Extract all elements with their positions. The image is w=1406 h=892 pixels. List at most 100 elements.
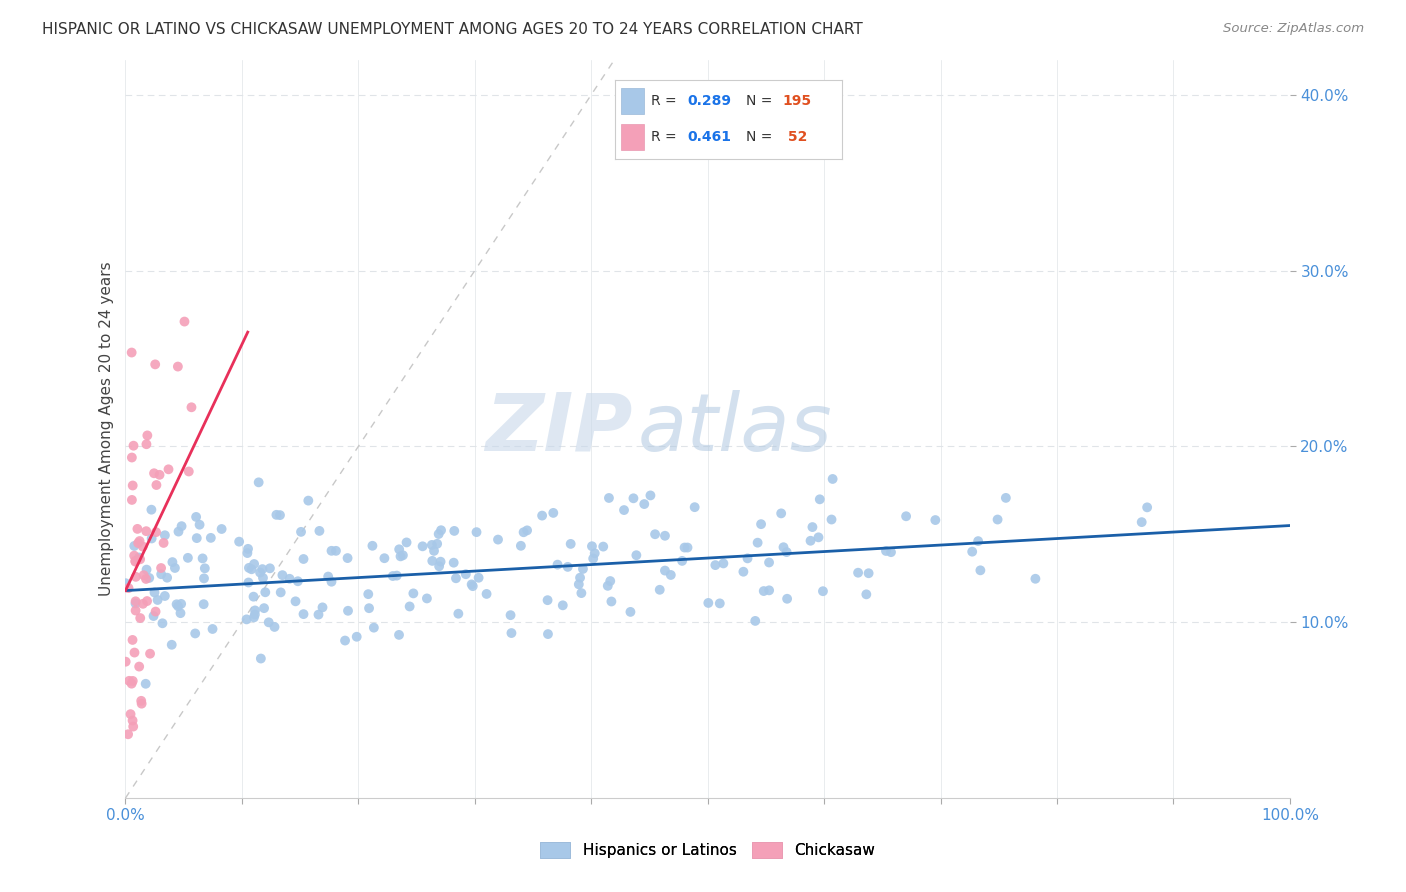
Point <box>427 527 450 541</box>
Point <box>357 587 380 601</box>
Point <box>337 604 360 618</box>
Point <box>596 579 619 593</box>
Point <box>117 581 139 595</box>
Point <box>186 531 208 545</box>
Point <box>592 540 614 554</box>
Point <box>758 583 780 598</box>
Point <box>145 605 167 619</box>
Point <box>697 596 720 610</box>
Point <box>373 551 395 566</box>
Point <box>600 594 623 608</box>
Point <box>121 478 143 492</box>
Point <box>388 542 411 557</box>
Point <box>581 539 603 553</box>
Point <box>846 566 869 580</box>
Point <box>333 633 356 648</box>
Point <box>799 533 821 548</box>
Point <box>737 551 759 566</box>
Point <box>389 549 412 564</box>
Point <box>311 600 333 615</box>
Point <box>543 506 565 520</box>
Point <box>271 568 294 582</box>
Point <box>114 655 136 669</box>
Point <box>128 534 150 549</box>
Point <box>880 545 903 559</box>
Point <box>467 571 489 585</box>
Point <box>420 538 443 552</box>
Point <box>184 510 207 524</box>
Point <box>177 550 200 565</box>
Point <box>153 528 176 542</box>
Point <box>336 551 359 566</box>
Point <box>132 540 155 554</box>
Point <box>150 567 173 582</box>
Point <box>167 599 190 614</box>
Point <box>388 628 411 642</box>
Point <box>801 520 824 534</box>
Point <box>509 539 531 553</box>
Point <box>135 572 157 586</box>
Point <box>278 572 301 586</box>
Point <box>124 603 146 617</box>
Point <box>758 556 780 570</box>
Point <box>572 562 595 576</box>
Point <box>259 561 281 575</box>
Point <box>127 536 149 550</box>
Point <box>167 524 190 539</box>
Point <box>292 552 315 566</box>
Point <box>321 574 343 589</box>
Point <box>200 531 222 545</box>
Point <box>640 488 662 502</box>
Point <box>357 601 380 615</box>
Point <box>776 591 799 606</box>
Point <box>136 594 159 608</box>
Point <box>308 524 330 538</box>
Point <box>194 561 217 575</box>
Point <box>135 677 157 691</box>
Point <box>960 544 983 558</box>
Point <box>121 676 143 690</box>
Point <box>619 605 641 619</box>
Point <box>361 539 384 553</box>
Point <box>114 576 136 591</box>
Point <box>228 534 250 549</box>
Point <box>121 714 143 728</box>
Point <box>211 522 233 536</box>
Point <box>238 575 260 590</box>
Point <box>236 541 259 556</box>
Point <box>188 517 211 532</box>
Point <box>551 599 574 613</box>
Point <box>167 359 190 374</box>
Point <box>569 586 592 600</box>
Point <box>398 599 420 614</box>
Point <box>128 659 150 673</box>
Point <box>486 533 509 547</box>
Point <box>583 546 606 560</box>
Point <box>308 607 330 622</box>
Point <box>321 543 343 558</box>
Point <box>516 524 538 538</box>
Point <box>124 555 146 569</box>
Point <box>124 596 146 610</box>
Point <box>152 536 174 550</box>
Point <box>858 566 880 581</box>
Point <box>430 523 453 537</box>
Point <box>201 622 224 636</box>
Point <box>536 593 558 607</box>
Point <box>290 524 312 539</box>
Point <box>191 551 214 566</box>
Y-axis label: Unemployment Among Ages 20 to 24 years: Unemployment Among Ages 20 to 24 years <box>100 261 114 596</box>
Point <box>136 428 159 442</box>
Point <box>969 563 991 577</box>
Point <box>325 544 347 558</box>
Point <box>135 437 157 451</box>
Point <box>626 548 648 562</box>
Point <box>284 594 307 608</box>
Point <box>121 492 143 507</box>
Point <box>924 513 946 527</box>
Point <box>423 544 446 558</box>
Point <box>967 534 990 549</box>
Point <box>395 535 418 549</box>
Point <box>292 607 315 621</box>
Point <box>122 720 145 734</box>
